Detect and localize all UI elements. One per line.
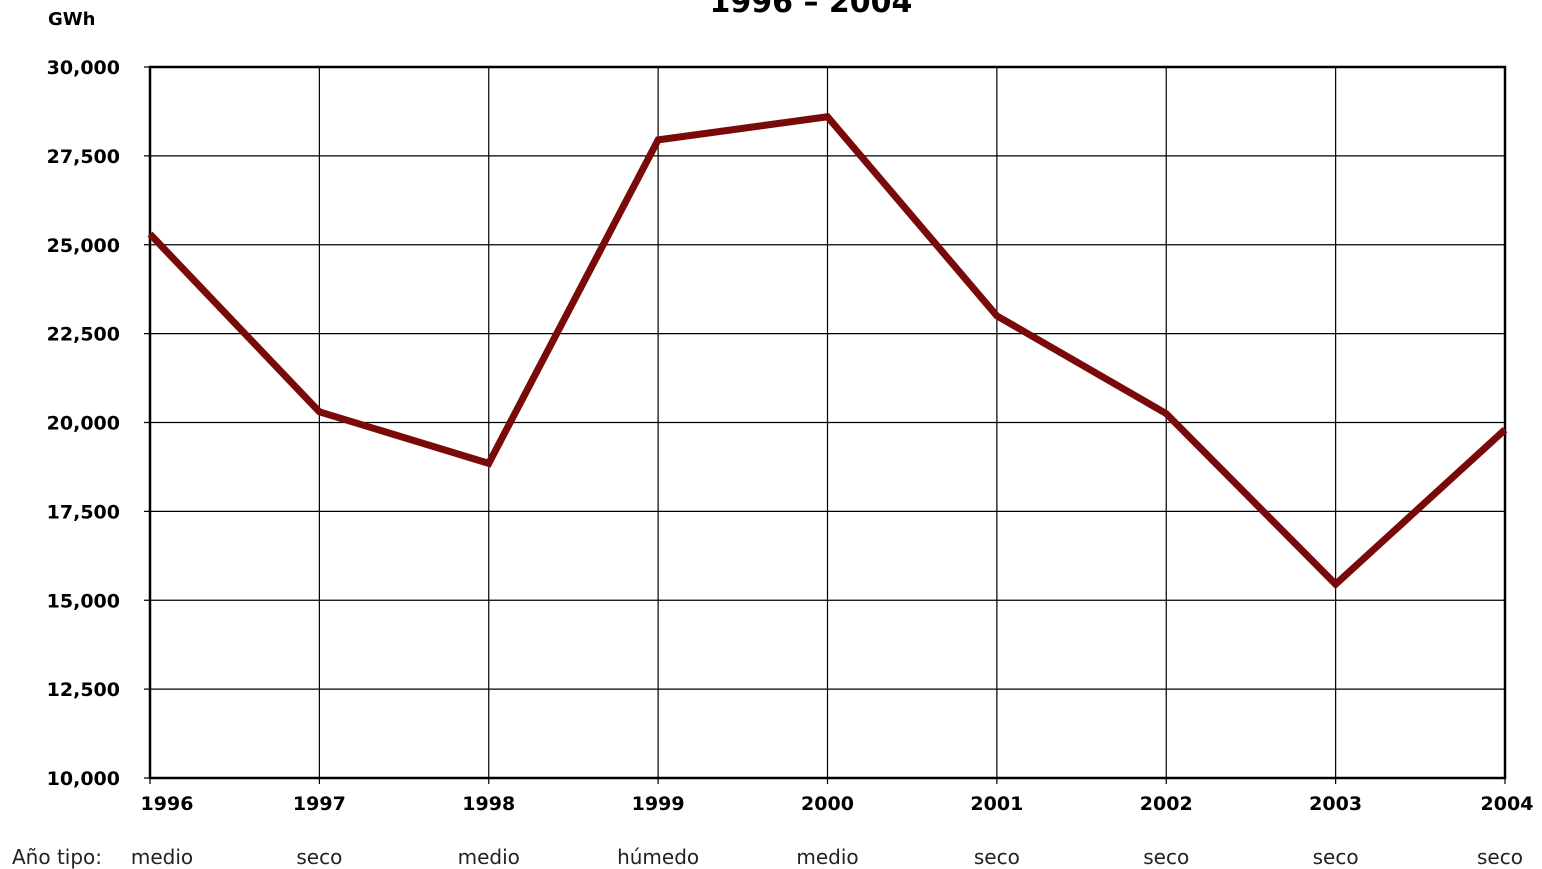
x-tick-label: 2003 [1309, 793, 1362, 815]
series [147, 113, 1508, 590]
year-type-value: húmedo [617, 845, 699, 869]
y-tick-label: 12,500 [47, 679, 120, 701]
y-axis-unit: GWh [48, 9, 95, 30]
data-point [1165, 413, 1167, 415]
year-type-value: seco [974, 845, 1020, 869]
x-tick-label: 1996 [141, 793, 194, 815]
y-tick-label: 22,500 [47, 324, 120, 346]
plot-frame [148, 65, 1507, 780]
x-tick-label: 2004 [1481, 793, 1534, 815]
x-tick-label: 2001 [970, 793, 1023, 815]
grid [144, 66, 1506, 784]
x-tick-label: 1997 [293, 793, 346, 815]
year-type-value: medio [131, 845, 193, 869]
data-point [318, 411, 320, 413]
y-tick-label: 20,000 [47, 413, 120, 435]
y-tick-label: 25,000 [47, 235, 120, 257]
year-type-value: medio [796, 845, 858, 869]
y-axis-ticks: 10,000 12,500 15,000 17,500 20,000 22,500 25,0… [47, 57, 120, 790]
data-point [657, 139, 659, 141]
y-tick-label: 15,000 [47, 590, 120, 612]
x-tick-label: 1999 [632, 793, 685, 815]
y-tick-label: 17,500 [47, 501, 120, 523]
data-point [488, 462, 490, 464]
y-tick-label: 27,500 [47, 146, 120, 168]
year-type-value: seco [296, 845, 342, 869]
y-tick-label: 10,000 [47, 768, 120, 790]
data-point [996, 315, 998, 317]
y-tick-label: 30,000 [47, 57, 120, 79]
data-point [1335, 583, 1337, 585]
data-point [149, 233, 151, 235]
chart-title: 1996 – 2004 [710, 0, 913, 20]
year-type-labels: Año tipo: medio seco medio húmedo medio seco s… [12, 845, 1523, 869]
data-point [827, 116, 828, 118]
x-axis-ticks: 1996 1997 1998 1999 2000 2001 2002 2003 2004 [141, 793, 1534, 815]
x-tick-label: 1998 [462, 793, 515, 815]
x-tick-label: 2000 [801, 793, 854, 815]
year-type-value: seco [1143, 845, 1189, 869]
data-point [1504, 429, 1506, 431]
year-type-value: seco [1313, 845, 1359, 869]
year-type-label: Año tipo: [12, 845, 102, 869]
year-type-value: seco [1477, 845, 1523, 869]
x-tick-label: 2002 [1140, 793, 1193, 815]
year-type-value: medio [458, 845, 520, 869]
